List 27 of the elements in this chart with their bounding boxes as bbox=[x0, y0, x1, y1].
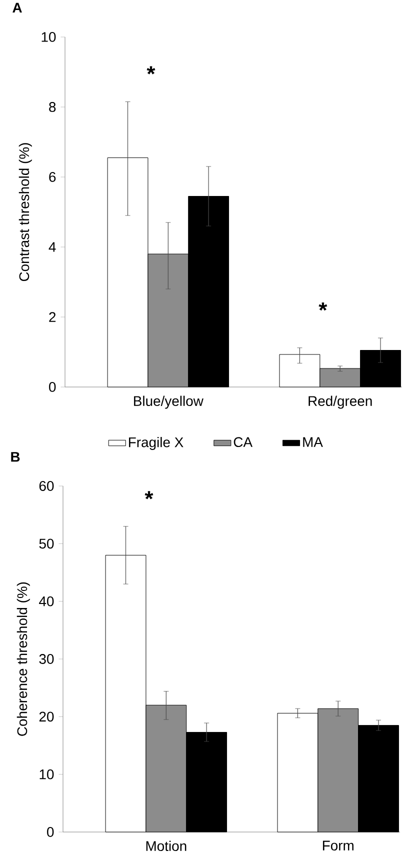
x-tick-label: Blue/yellow bbox=[134, 396, 204, 409]
y-tick-label: 6 bbox=[49, 172, 56, 182]
y-tick-label: 30 bbox=[39, 654, 54, 664]
y-tick-label: 60 bbox=[39, 481, 54, 491]
y-axis-title: Contrast threshold (%) bbox=[18, 143, 32, 282]
legend-label: MA bbox=[303, 437, 323, 447]
y-tick-label: 0 bbox=[49, 382, 56, 392]
y-tick-label: 2 bbox=[49, 312, 56, 322]
y-tick-label: 20 bbox=[39, 712, 54, 722]
x-tick-label: Red/green bbox=[308, 396, 372, 409]
y-tick-label: 40 bbox=[39, 596, 54, 606]
annotation: * bbox=[144, 491, 154, 500]
chart-title: B bbox=[11, 452, 20, 462]
y-tick-label: 0 bbox=[47, 827, 54, 837]
y-tick-label: 4 bbox=[48, 242, 56, 252]
y-tick-label: 50 bbox=[39, 538, 54, 549]
y-tick-label: 10 bbox=[42, 32, 56, 42]
y-tick-label: 8 bbox=[49, 102, 56, 112]
y-tick-label: 10 bbox=[40, 769, 54, 780]
annotation: * bbox=[318, 302, 328, 311]
legend-label: CA bbox=[234, 437, 253, 448]
annotation: * bbox=[146, 66, 156, 74]
y-axis-title: Coherence threshold (%) bbox=[16, 582, 30, 736]
chart-title: A bbox=[12, 2, 22, 12]
x-tick-label: Motion bbox=[146, 840, 186, 852]
x-tick-label: Form bbox=[322, 840, 354, 851]
legend-label: Fragile X bbox=[128, 436, 184, 450]
